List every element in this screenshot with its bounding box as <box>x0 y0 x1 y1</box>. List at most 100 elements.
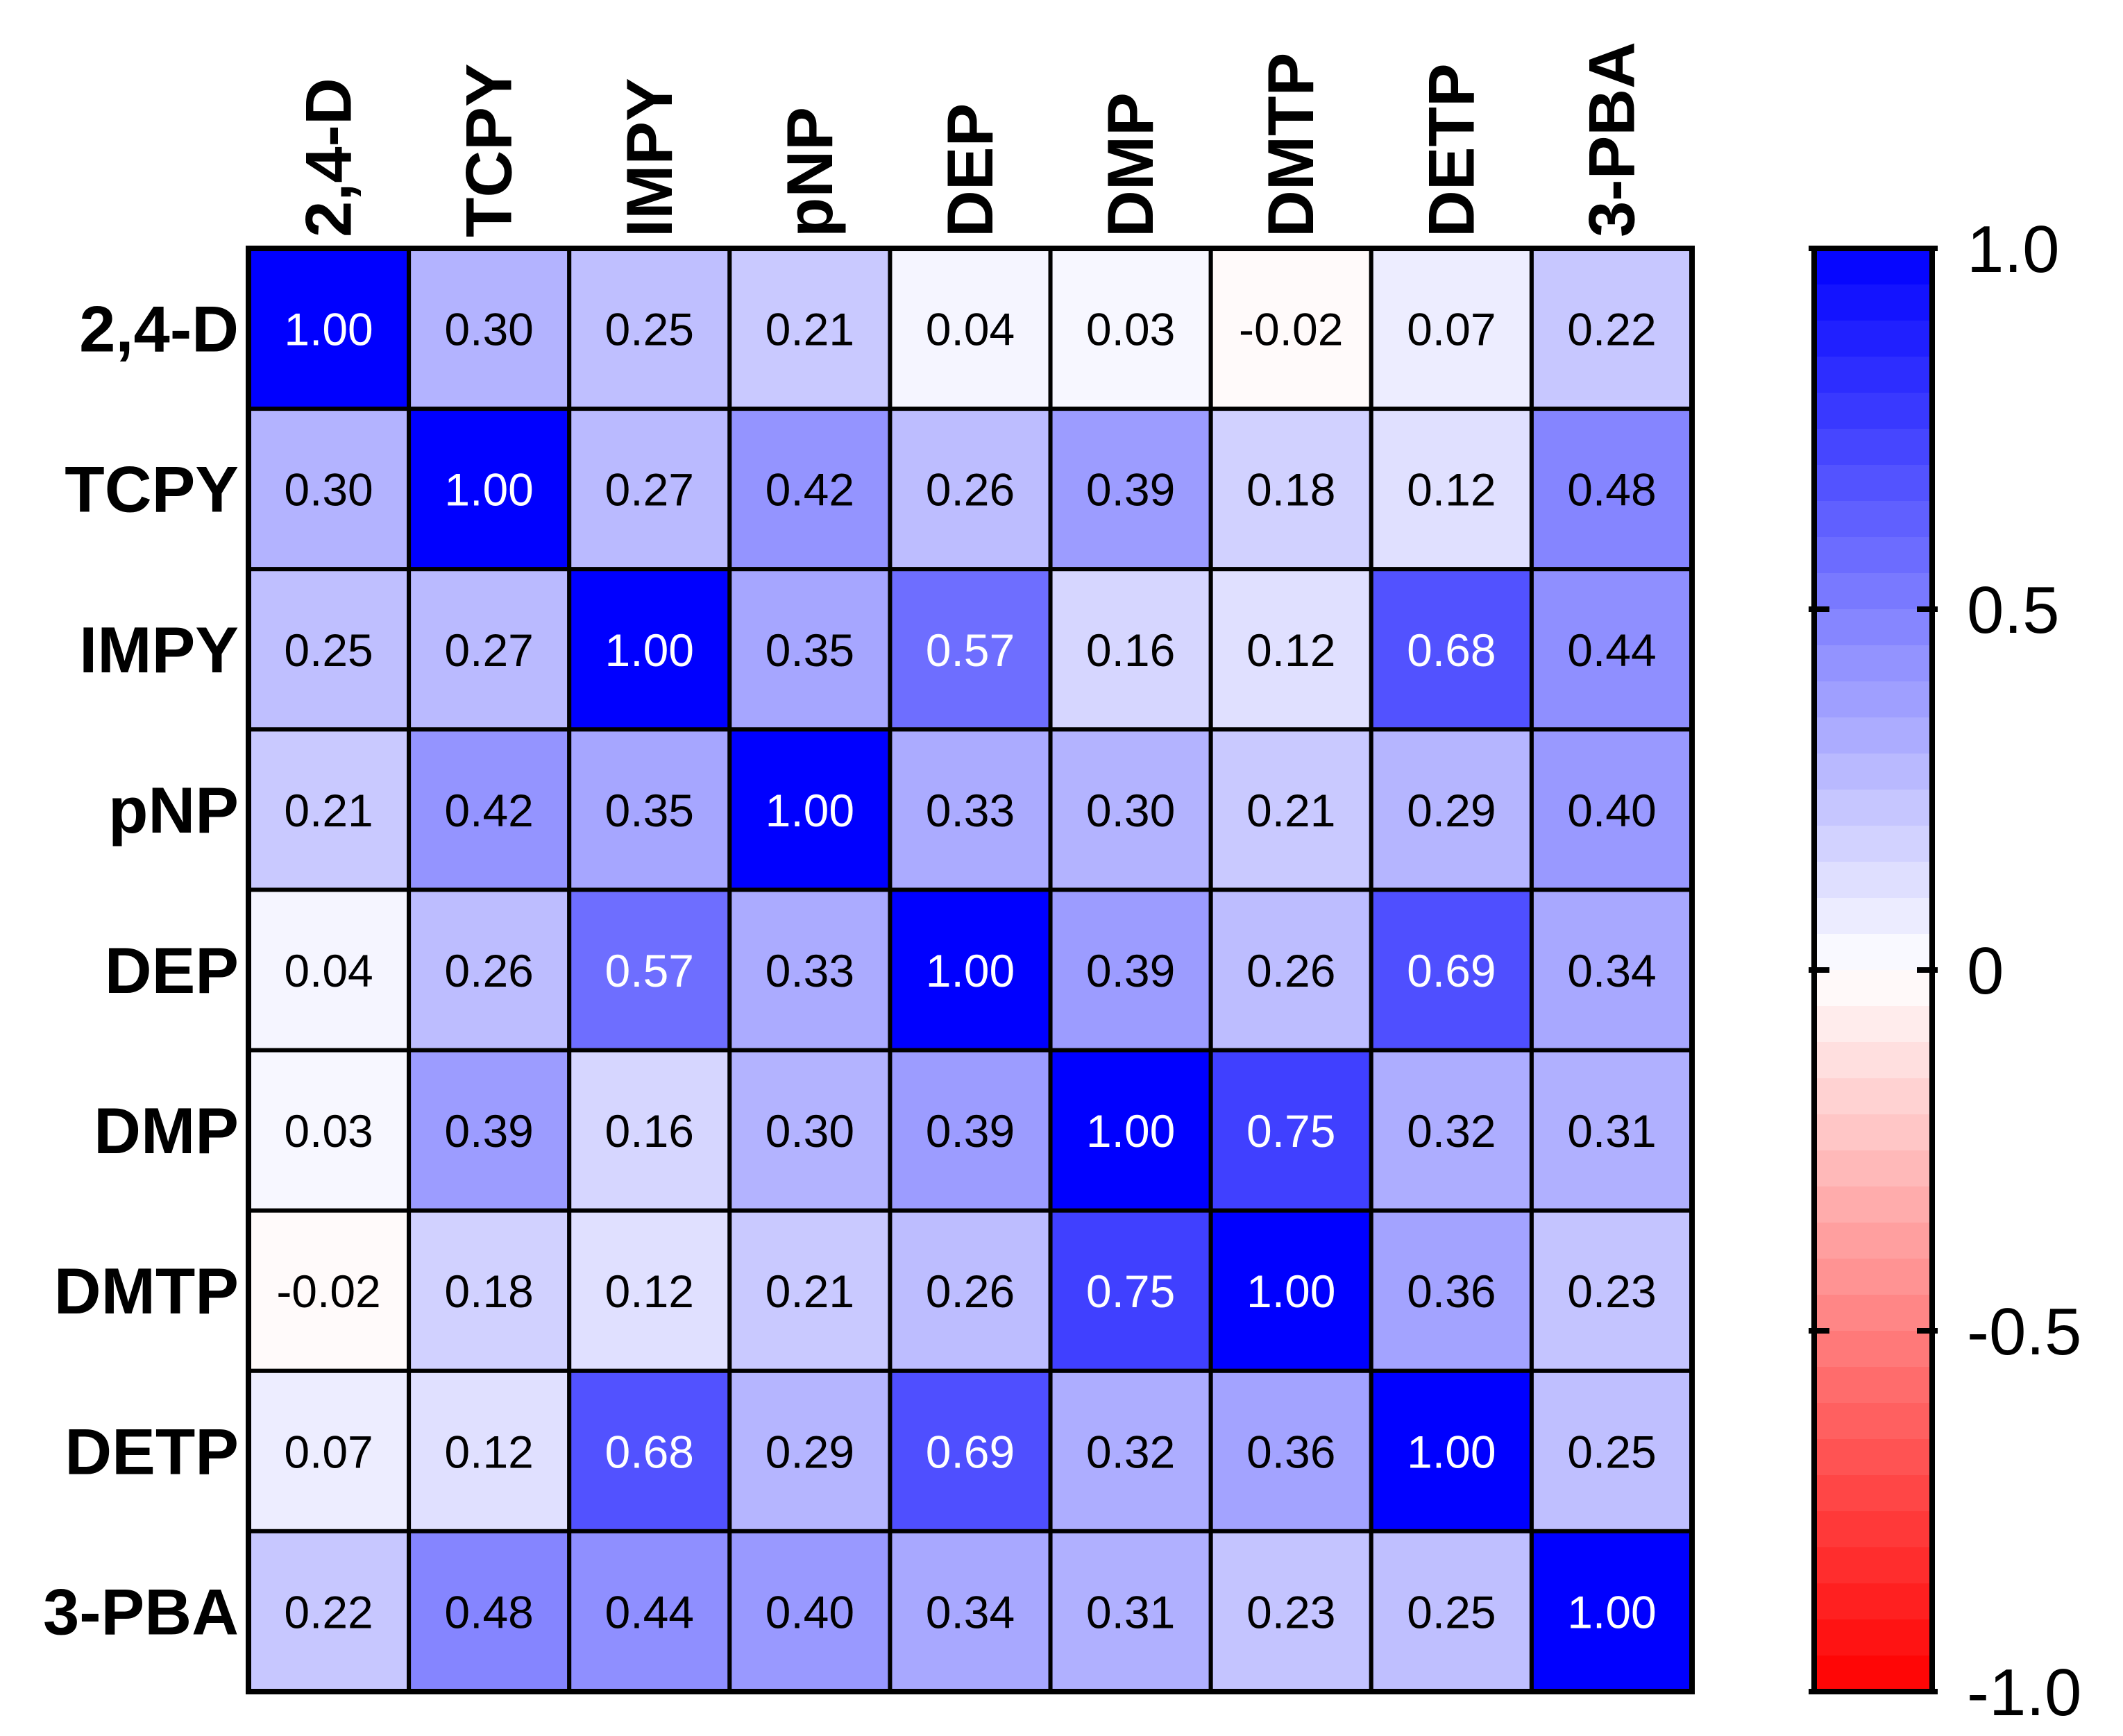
cell-value-label: 0.04 <box>284 945 373 996</box>
heatmap-cell-pNP-TCPY <box>407 727 572 892</box>
cell-value-label: 0.25 <box>605 304 694 355</box>
cell-value-label: 1.00 <box>444 464 533 516</box>
row-label-3-PBA: 3-PBA <box>43 1575 239 1648</box>
colorbar-step <box>1814 826 1932 862</box>
colorbar-step <box>1814 754 1932 790</box>
cell-value-label: 0.23 <box>1246 1586 1335 1637</box>
heatmap-cell-TCPY-DETP <box>1369 407 1534 572</box>
column-label-IMPY: IMPY <box>613 78 686 237</box>
colorbar-step <box>1814 1331 1932 1368</box>
heatmap-cell-DETP-pNP <box>727 1368 893 1533</box>
heatmap-cell-TCPY-3-PBA <box>1529 407 1695 572</box>
heatmap-cell-DMTP-TCPY <box>407 1208 572 1373</box>
heatmap-cell-DMP-DEP <box>888 1048 1053 1213</box>
cell-value-label: 0.12 <box>1246 624 1335 676</box>
colorbar-step <box>1814 717 1932 754</box>
colorbar-step <box>1814 465 1932 502</box>
cell-value-label: 0.26 <box>444 945 533 996</box>
cell-value-label: 0.29 <box>1407 785 1496 836</box>
cell-value-label: 0.30 <box>444 304 533 355</box>
cell-value-label: 0.69 <box>1407 945 1496 996</box>
cell-value-label: 0.39 <box>926 1105 1015 1157</box>
heatmap-cell-DMP-2,4-D <box>246 1048 412 1213</box>
heatmap-cell-3-PBA-DEP <box>888 1529 1053 1694</box>
colorbar-step <box>1814 609 1932 646</box>
row-label-IMPY: IMPY <box>79 613 239 686</box>
row-label-2,4-D: 2,4-D <box>79 293 239 366</box>
column-label-DMP: DMP <box>1094 92 1167 237</box>
cell-value-label: 0.36 <box>1407 1266 1496 1317</box>
cell-value-label: 0.36 <box>1246 1426 1335 1477</box>
colorbar-border <box>1811 246 1935 1694</box>
cell-value-label: 0.12 <box>444 1426 533 1477</box>
colorbar-tick-label: -1.0 <box>1967 1656 2081 1730</box>
column-label-2,4-D: 2,4-D <box>292 78 365 237</box>
heatmap-cell-DEP-3-PBA <box>1529 887 1695 1053</box>
colorbar-tick-label: 1.0 <box>1967 212 2059 287</box>
cell-value-label: 0.30 <box>1086 785 1175 836</box>
cell-value-label: 0.25 <box>284 624 373 676</box>
cell-value-label: 0.33 <box>926 785 1015 836</box>
row-label-DEP: DEP <box>105 934 239 1007</box>
cell-value-label: 0.22 <box>1567 304 1656 355</box>
cell-value-label: 0.34 <box>1567 945 1656 996</box>
cell-value-label: 0.39 <box>1086 945 1175 996</box>
heatmap-cell-DEP-DMP <box>1048 887 1213 1053</box>
colorbar-step <box>1814 537 1932 574</box>
row-label-TCPY: TCPY <box>65 453 239 526</box>
heatmap-cell-DMP-TCPY <box>407 1048 572 1213</box>
cell-value-label: 0.48 <box>444 1586 533 1637</box>
cell-value-label: 1.00 <box>1567 1586 1656 1637</box>
heatmap-cell-DMP-3-PBA <box>1529 1048 1695 1213</box>
cell-value-label: 0.07 <box>284 1426 373 1477</box>
cell-value-label: 0.32 <box>1086 1426 1175 1477</box>
cell-value-label: 0.42 <box>766 464 854 516</box>
row-label-DETP: DETP <box>65 1415 239 1488</box>
colorbar-step <box>1814 934 1932 971</box>
cell-value-label: -0.02 <box>1239 304 1343 355</box>
heatmap-cell-TCPY-IMPY <box>567 407 732 572</box>
cell-value-label: 0.34 <box>926 1586 1015 1637</box>
colorbar-step <box>1814 357 1932 393</box>
heatmap-cell-DETP-IMPY <box>567 1368 732 1533</box>
cell-value-label: 0.75 <box>1086 1266 1175 1317</box>
cell-value-label: 0.21 <box>766 1266 854 1317</box>
cell-value-label: 0.16 <box>605 1105 694 1157</box>
cell-value-label: 0.07 <box>1407 304 1496 355</box>
heatmap-cell-DMTP-DEP <box>888 1208 1053 1373</box>
cell-value-label: 0.12 <box>605 1266 694 1317</box>
cell-value-label: 0.25 <box>1567 1426 1656 1477</box>
cell-value-label: 0.75 <box>1246 1105 1335 1157</box>
row-label-DMTP: DMTP <box>54 1254 239 1327</box>
colorbar-step <box>1814 1583 1932 1620</box>
colorbar-step <box>1814 1006 1932 1043</box>
cell-value-label: 0.03 <box>284 1105 373 1157</box>
column-label-DETP: DETP <box>1414 63 1487 237</box>
colorbar-step <box>1814 1259 1932 1295</box>
heatmap-cell-3-PBA-DMTP <box>1208 1529 1373 1694</box>
heatmap-cell-pNP-2,4-D <box>246 727 412 892</box>
colorbar-step <box>1814 1475 1932 1512</box>
colorbar-step <box>1814 1547 1932 1584</box>
heatmap-cell-DMTP-DMTP <box>1208 1208 1373 1373</box>
heatmap-cell-IMPY-TCPY <box>407 567 572 732</box>
colorbar-step <box>1814 970 1932 1007</box>
column-label-pNP: pNP <box>773 107 846 237</box>
heatmap-cell-3-PBA-3-PBA <box>1529 1529 1695 1694</box>
colorbar-step <box>1814 501 1932 538</box>
cell-value-label: 0.16 <box>1086 624 1175 676</box>
cell-value-label: 0.26 <box>926 464 1015 516</box>
colorbar-step <box>1814 1439 1932 1476</box>
cell-value-label: 1.00 <box>1407 1426 1496 1477</box>
cell-value-label: 0.26 <box>926 1266 1015 1317</box>
cell-value-label: 0.21 <box>766 304 854 355</box>
cell-value-label: 0.33 <box>766 945 854 996</box>
heatmap-cell-TCPY-DMTP <box>1208 407 1373 572</box>
cell-value-label: 0.31 <box>1086 1586 1175 1637</box>
cell-value-label: 0.26 <box>1246 945 1335 996</box>
cell-value-label: 0.21 <box>1246 785 1335 836</box>
colorbar-step <box>1814 1223 1932 1259</box>
heatmap-cell-IMPY-IMPY <box>567 567 732 732</box>
heatmap-cell-DMP-pNP <box>727 1048 893 1213</box>
cell-value-label: 0.32 <box>1407 1105 1496 1157</box>
